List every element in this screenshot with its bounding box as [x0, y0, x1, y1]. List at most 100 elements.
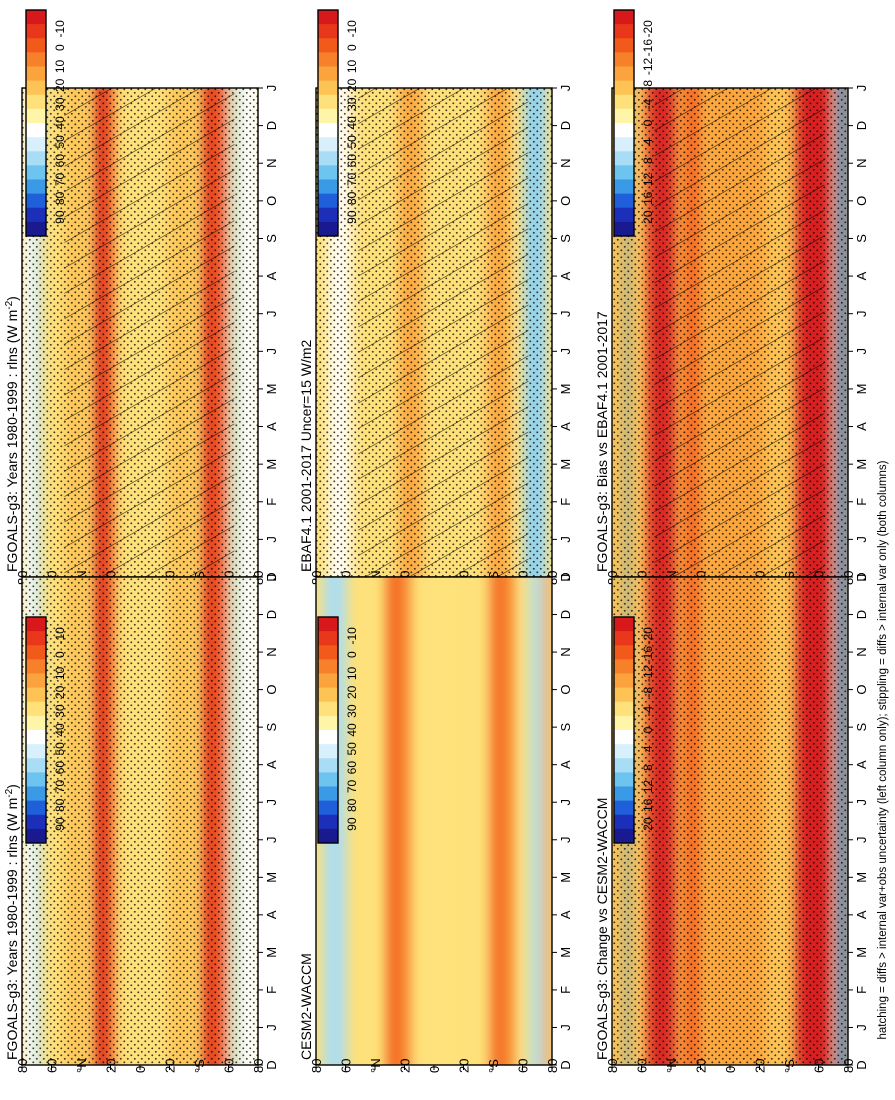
colorbar-label: 60: [53, 761, 67, 775]
month-tick-label: O: [264, 196, 279, 206]
colorbar-swatch: [26, 800, 46, 816]
colorbar-swatch: [318, 38, 338, 53]
colorbar-swatch: [26, 758, 46, 773]
colorbar-swatch: [318, 221, 338, 237]
colorbar-p_tr: 90 80 70 60 50 40 30 20 10 0 -10: [25, 9, 67, 237]
colorbar-label: -10: [345, 627, 359, 645]
colorbar-label: 10: [345, 60, 359, 74]
colorbar-label: 80: [53, 191, 67, 205]
lat-tick-label: 20: [694, 1059, 709, 1073]
colorbar-label: 50: [53, 742, 67, 756]
colorbar-label: 20: [345, 685, 359, 699]
colorbar-label: -10: [53, 20, 67, 38]
colorbar-label: -4: [641, 99, 655, 110]
colorbar-frame: [613, 9, 635, 237]
month-tick-label: S: [558, 722, 573, 731]
month-tick-label: J: [264, 310, 279, 317]
month-tick-label: D: [854, 1060, 869, 1069]
colorbar-swatch: [26, 631, 46, 646]
colorbar-swatch: [26, 123, 46, 138]
lat-tick-label: 80: [15, 1059, 30, 1073]
colorbar-label: 80: [345, 798, 359, 812]
month-tick-label: J: [854, 536, 869, 543]
colorbar-label: 40: [345, 116, 359, 130]
month-tick-label: D: [264, 1060, 279, 1069]
lat-tick-label: 80: [841, 1059, 856, 1073]
colorbar-swatch: [26, 744, 46, 759]
month-tick-label: J: [558, 85, 573, 92]
month-tick-label: A: [558, 422, 573, 431]
colorbar-swatch: [26, 786, 46, 802]
colorbar-label: 60: [53, 154, 67, 168]
colorbar-swatch: [614, 814, 634, 830]
month-tick-label: O: [854, 196, 869, 206]
month-tick-label: D: [558, 121, 573, 130]
lat-tick-label: °N: [74, 1058, 89, 1073]
colorbar-label: -12: [641, 665, 655, 683]
colorbar-swatch: [614, 828, 634, 844]
month-tick-label: A: [854, 910, 869, 919]
month-tick-label: F: [854, 498, 869, 506]
month-tick-label: N: [854, 159, 869, 168]
colorbar-label: 20: [345, 78, 359, 92]
panel-title: EBAF4.1 2001-2017 Uncer=15 W/m2: [298, 339, 314, 572]
month-tick-label: D: [558, 572, 573, 581]
lat-tick-label: 60: [339, 1059, 354, 1073]
colorbar-label: 16: [641, 798, 655, 812]
colorbar-swatch: [26, 221, 46, 237]
colorbar-label: -10: [53, 627, 67, 645]
month-tick-label: O: [854, 685, 869, 695]
stippling-overlay: [612, 577, 848, 1065]
month-tick-label: A: [558, 271, 573, 280]
month-tick-label: J: [264, 536, 279, 543]
colorbar-swatch: [614, 193, 634, 209]
colorbar-swatch: [614, 617, 634, 632]
colorbar-swatch: [318, 814, 338, 830]
colorbar-swatch: [614, 730, 634, 745]
colorbar-label: 0: [53, 651, 67, 658]
colorbar-label: 12: [641, 173, 655, 187]
month-tick-label: A: [264, 422, 279, 431]
colorbar-label: 90: [53, 210, 67, 224]
colorbar-label: -8: [641, 80, 655, 91]
colorbar-swatch: [614, 66, 634, 82]
colorbar-swatch: [614, 179, 634, 195]
panel-title: FGOALS-g3: Change vs CESM2-WACCM: [594, 798, 610, 1060]
month-tick-label: M: [264, 872, 279, 883]
colorbar-label: 90: [53, 817, 67, 831]
month-tick-label: J: [264, 1024, 279, 1031]
colorbar-label: 90: [345, 210, 359, 224]
colorbar-swatch: [26, 24, 46, 39]
colorbar-label: 4: [641, 745, 655, 752]
colorbar-swatch: [614, 744, 634, 759]
colorbar-label: 0: [641, 726, 655, 733]
colorbar-label: 40: [53, 723, 67, 737]
month-tick-label: O: [264, 685, 279, 695]
colorbar-swatch: [614, 673, 634, 689]
colorbar-label: 60: [345, 154, 359, 168]
colorbar-label: -8: [641, 687, 655, 698]
colorbar-frame: [613, 616, 635, 844]
month-tick-label: D: [558, 1060, 573, 1069]
colorbar-label: 12: [641, 780, 655, 794]
colorbar-swatch: [318, 828, 338, 844]
colorbar-swatch: [318, 744, 338, 759]
lat-tick-label: 20: [753, 1059, 768, 1073]
panel-title: FGOALS-g3: Years 1980-1999 : rlns (W m-2…: [4, 784, 20, 1060]
colorbar-swatch: [614, 123, 634, 138]
colorbar-label: 20: [641, 210, 655, 224]
lat-tick-label: °S: [192, 1059, 207, 1073]
colorbar-swatch: [318, 108, 338, 124]
colorbar-swatch: [614, 687, 634, 703]
colorbar-swatch: [26, 38, 46, 53]
colorbar-swatch: [26, 193, 46, 209]
month-tick-label: M: [264, 947, 279, 958]
colorbar-swatch: [614, 38, 634, 53]
colorbar-swatch: [614, 52, 634, 67]
colorbar-label: 0: [345, 651, 359, 658]
colorbar-swatch: [614, 631, 634, 646]
colorbar-frame: [25, 616, 47, 844]
colorbar-swatch: [26, 645, 46, 660]
